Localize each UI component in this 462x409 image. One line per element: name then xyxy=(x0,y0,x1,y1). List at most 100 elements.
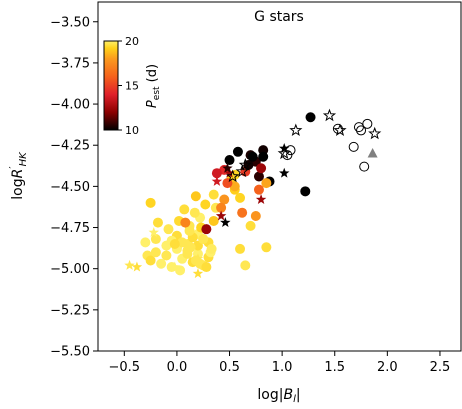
point-circle xyxy=(201,224,212,235)
point-circle xyxy=(198,234,209,245)
point-circle xyxy=(261,242,272,253)
point-circle xyxy=(235,243,246,254)
point-circle xyxy=(256,163,267,174)
point-star xyxy=(211,175,223,186)
point-circle xyxy=(261,178,272,189)
y-tick-label: −3.50 xyxy=(50,15,90,30)
point-circle xyxy=(300,186,311,197)
x-tick-label: 1.0 xyxy=(272,360,293,375)
y-tick-label: −4.50 xyxy=(50,180,90,195)
point-star-open xyxy=(277,146,291,160)
y-tick-label: −5.25 xyxy=(50,303,90,318)
point-circle xyxy=(152,217,163,228)
point-circle xyxy=(175,265,186,276)
y-tick-label: −3.75 xyxy=(50,56,90,71)
point-circle xyxy=(190,191,201,202)
y-tick-label: −4.00 xyxy=(50,98,90,113)
x-tick-label: 0.5 xyxy=(219,360,240,375)
point-circle xyxy=(156,258,167,269)
point-circle xyxy=(179,204,190,215)
point-circle xyxy=(232,146,243,157)
point-star-open xyxy=(368,126,382,140)
point-circle-open xyxy=(362,118,373,129)
y-axis-label: logR′HK xyxy=(8,151,29,200)
point-circle-open xyxy=(356,125,367,136)
point-circle xyxy=(216,202,227,213)
x-tick-label: 1.5 xyxy=(324,360,345,375)
point-circle xyxy=(180,217,191,228)
point-star xyxy=(224,167,235,178)
point-circle xyxy=(305,112,316,123)
point-star-open xyxy=(235,164,249,178)
point-circle xyxy=(150,234,161,245)
y-axis: −5.50 −5.25 −5.00 −4.75 −4.50 −4.25 −4.00 −3.75… xyxy=(50,15,98,360)
point-star-open xyxy=(238,158,252,171)
point-circle xyxy=(237,207,248,218)
point-star xyxy=(215,210,227,221)
point-circle xyxy=(201,262,212,273)
point-circle xyxy=(161,250,172,261)
colorbar-ticks: 10 15 20 xyxy=(118,35,139,137)
point-star xyxy=(148,226,159,237)
point-circle xyxy=(245,220,256,231)
y-tick-label: −5.50 xyxy=(50,345,90,360)
point-circle xyxy=(211,168,222,179)
point-circle xyxy=(219,194,230,205)
point-star xyxy=(279,167,290,178)
data-marks xyxy=(124,108,382,279)
x-axis: −0.5 0.0 0.5 1.0 1.5 2.0 2.5 xyxy=(109,351,451,375)
point-star xyxy=(192,268,204,279)
point-circle xyxy=(150,247,161,258)
point-star-open xyxy=(289,123,303,137)
plot-frame xyxy=(97,1,462,352)
point-circle xyxy=(250,211,261,222)
x-axis-label: log|Bl| xyxy=(257,387,300,405)
y-tick-label: −4.75 xyxy=(50,221,90,236)
point-star xyxy=(169,261,181,272)
colorbar-gradient xyxy=(103,40,119,131)
point-circle xyxy=(206,243,217,254)
point-circle xyxy=(208,189,219,200)
point-circle-open xyxy=(348,141,359,152)
point-circle xyxy=(247,151,258,162)
point-circle-open xyxy=(282,150,293,161)
x-tick-label: 2.5 xyxy=(430,360,451,375)
colorbar-tick-label: 20 xyxy=(125,35,139,48)
colorbar-tick-label: 10 xyxy=(125,124,139,137)
point-triangle xyxy=(367,147,378,158)
point-circle xyxy=(163,224,174,235)
point-circle-open xyxy=(332,123,343,134)
point-circle xyxy=(240,260,251,271)
point-circle xyxy=(253,171,264,182)
point-circle xyxy=(208,215,219,226)
point-circle xyxy=(185,242,196,253)
chart-title: G stars xyxy=(254,9,304,25)
point-circle-open xyxy=(359,161,370,172)
x-tick-label: 2.0 xyxy=(377,360,398,375)
x-tick-label: −0.5 xyxy=(109,360,141,375)
point-star xyxy=(222,162,233,173)
point-circle xyxy=(169,239,180,249)
y-tick-label: −4.25 xyxy=(50,139,90,154)
point-circle xyxy=(258,151,269,162)
point-star xyxy=(192,253,204,264)
point-circle xyxy=(253,184,264,195)
point-star xyxy=(131,261,143,272)
colorbar-label: Pest (d) xyxy=(145,64,162,108)
point-circle xyxy=(145,197,156,208)
point-circle xyxy=(145,255,156,266)
point-circle xyxy=(189,207,200,218)
point-circle xyxy=(224,155,235,166)
colorbar-tick-label: 15 xyxy=(125,80,139,93)
point-circle-open xyxy=(353,122,364,133)
point-star-open xyxy=(226,169,240,183)
point-circle xyxy=(140,237,151,248)
colorbar: 10 15 20 Pest (d) xyxy=(103,35,162,137)
y-tick-label: −5.00 xyxy=(50,262,90,277)
point-circle xyxy=(200,199,211,210)
point-star xyxy=(255,194,267,204)
point-circle xyxy=(235,192,246,203)
x-tick-label: 0.0 xyxy=(167,360,188,375)
point-circle xyxy=(184,225,195,236)
